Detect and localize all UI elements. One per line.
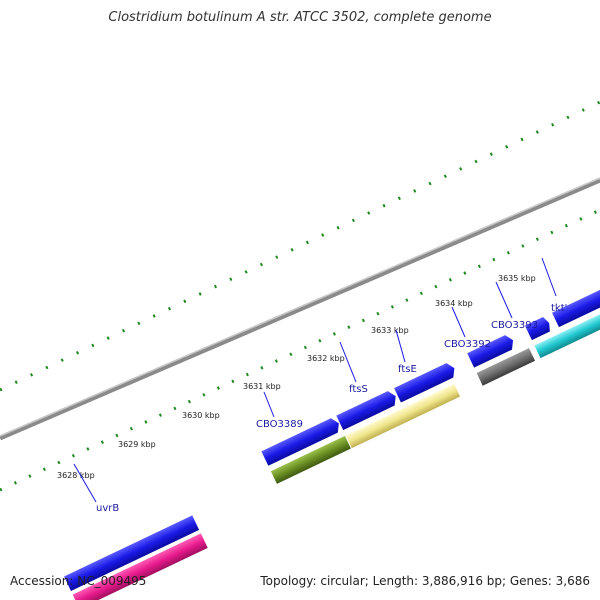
gene-label-ftsE[interactable]: ftsE <box>398 364 417 375</box>
gene-label-CBO3393[interactable]: CBO3393 <box>491 320 538 331</box>
accession-text: Accession: NC_009495 <box>10 574 147 588</box>
gene-forward-blue-4[interactable] <box>394 361 458 403</box>
gene-tkt-bar[interactable] <box>534 272 600 359</box>
gene-forward-blue-2[interactable] <box>261 416 342 466</box>
gene-ftsS-bar[interactable] <box>345 383 461 449</box>
tick-label-3634: 3634 kbp <box>435 299 473 308</box>
gene-forward-blue-1[interactable] <box>64 515 200 591</box>
map-title: Clostridium botulinum A str. ATCC 3502, … <box>108 10 492 25</box>
gene-label-uvrB[interactable]: uvrB <box>96 503 119 514</box>
gene-forward-blue-7[interactable] <box>552 286 600 328</box>
tick-label-3635: 3635 kbp <box>498 274 536 283</box>
tick-label-3633: 3633 kbp <box>371 326 409 335</box>
genome-backbone <box>0 177 600 441</box>
tick-label-3629: 3629 kbp <box>118 440 156 449</box>
tick-label-3631: 3631 kbp <box>243 382 281 391</box>
gene-forward-blue-3[interactable] <box>336 389 399 431</box>
gene-label-CBO3392[interactable]: CBO3392 <box>444 339 491 350</box>
gene-CBO3392-bar[interactable] <box>476 348 536 386</box>
tick-label-3632: 3632 kbp <box>307 354 345 363</box>
gene-label-CBO3389[interactable]: CBO3389 <box>256 419 303 430</box>
tick-label-3630: 3630 kbp <box>182 411 220 420</box>
tick-label-3628: 3628 kbp <box>57 471 95 480</box>
genome-stats-text: Topology: circular; Length: 3,886,916 bp… <box>260 574 590 588</box>
gene-CBO3389-bar[interactable] <box>270 435 351 484</box>
gene-label-tkt[interactable]: tkt' <box>551 303 567 314</box>
gene-forward-blue-5[interactable] <box>467 333 516 368</box>
gene-label-ftsS[interactable]: ftsS <box>349 384 368 395</box>
gene-uvrB-bar[interactable] <box>72 533 208 600</box>
gene-forward-blue-6[interactable] <box>524 316 553 341</box>
